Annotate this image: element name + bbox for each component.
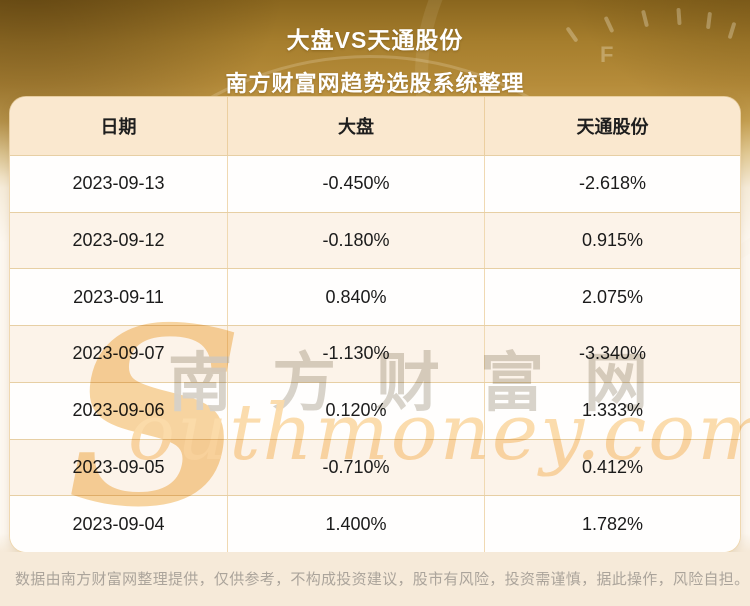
table-cell: -0.450% [228, 156, 485, 212]
table-cell: 2023-09-07 [10, 326, 228, 382]
table-row: 2023-09-11 0.840% 2.075% [10, 268, 740, 326]
table-header-stock: 天通股份 [576, 117, 649, 137]
table-row: 2023-09-05 -0.710% 0.412% [10, 438, 740, 496]
table-cell: 1.333% [581, 400, 644, 421]
table-cell: -3.340% [578, 343, 647, 364]
table-body: 2023-09-13 -0.450% -2.618% 2023-09-12 -0.180… [10, 155, 740, 552]
table-header-market: 大盘 [228, 97, 485, 155]
table-cell: 0.412% [581, 456, 644, 477]
table-cell: 2.075% [581, 286, 644, 307]
footer-bar: 数据由南方财富网整理提供，仅供参考，不构成投资建议，股市有风险，投资需谨慎，据此… [0, 552, 750, 606]
table-header-date: 日期 [10, 97, 228, 155]
table-cell: 2023-09-11 [10, 269, 228, 326]
table-cell: -0.180% [228, 212, 485, 269]
table-row: 2023-09-04 1.400% 1.782% [10, 495, 740, 552]
table-header-row: 日期 大盘 天通股份 [10, 97, 740, 155]
table-row: 2023-09-06 0.120% 1.333% [10, 381, 740, 439]
table-cell: 2023-09-13 [10, 156, 228, 212]
table-cell: 0.840% [228, 269, 485, 326]
table-cell: -2.618% [578, 173, 647, 194]
page-subtitle: 南方财富网趋势选股系统整理 [225, 71, 525, 96]
page-title: 大盘VS天通股份 [286, 27, 464, 53]
table-cell: 1.782% [581, 513, 644, 534]
table-cell: 1.400% [228, 496, 485, 552]
table-cell: -1.130% [228, 326, 485, 382]
table-row: 2023-09-12 -0.180% 0.915% [10, 211, 740, 269]
table-cell: 2023-09-12 [10, 212, 228, 269]
table-row: 2023-09-07 -1.130% -3.340% [10, 325, 740, 382]
table-row: 2023-09-13 -0.450% -2.618% [10, 155, 740, 212]
table-cell: 0.915% [581, 230, 644, 251]
table-cell: -0.710% [228, 439, 485, 496]
table-cell: 0.120% [228, 382, 485, 439]
table-cell: 2023-09-04 [10, 496, 228, 552]
title-block: 大盘VS天通股份 南方财富网趋势选股系统整理 [0, 0, 750, 98]
comparison-table: 日期 大盘 天通股份 2023-09-13 -0.450% -2.618% 2023-… [10, 97, 740, 552]
table-cell: 2023-09-05 [10, 439, 228, 496]
disclaimer-text: 数据由南方财富网整理提供，仅供参考，不构成投资建议，股市有风险，投资需谨慎，据此… [15, 571, 750, 588]
gauge-f-label: F [600, 42, 614, 67]
table-cell: 2023-09-06 [10, 382, 228, 439]
